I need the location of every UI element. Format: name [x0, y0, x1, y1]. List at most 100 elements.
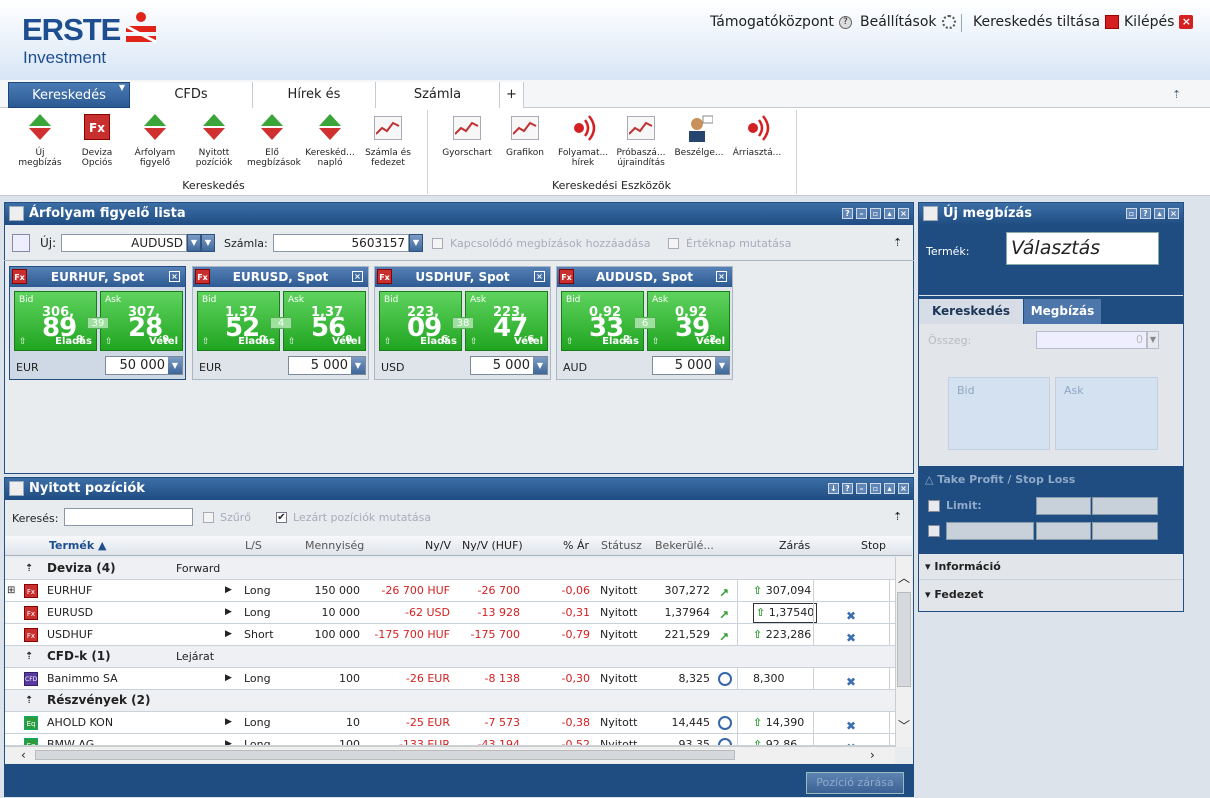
- close-icon[interactable]: ×: [1168, 208, 1179, 219]
- col-pl-huf[interactable]: Ny/V (HUF): [462, 539, 523, 552]
- tpsl-toggle[interactable]: △ Take Profit / Stop Loss: [925, 473, 1076, 486]
- details-arrow-icon[interactable]: ▶: [225, 717, 232, 727]
- col-status[interactable]: Státusz: [601, 539, 642, 552]
- collapse-ribbon-icon[interactable]: ⇡: [1172, 88, 1182, 101]
- restore-icon[interactable]: ▫: [1126, 208, 1137, 219]
- scroll-down-icon[interactable]: ﹀: [898, 719, 911, 733]
- amount-dropdown-icon[interactable]: ▼: [351, 357, 365, 374]
- col-pl[interactable]: Ny/V: [425, 539, 451, 552]
- minimize-icon[interactable]: –: [856, 483, 867, 494]
- value-date-checkbox[interactable]: [668, 238, 679, 249]
- col-entry[interactable]: Bekerülé...: [655, 539, 714, 552]
- ribbon-button-2[interactable]: Árfolyam figyelő: [130, 110, 180, 168]
- bid-sell-button[interactable]: Bid 0,92 332 ⇧ Eladás: [561, 291, 644, 351]
- bid-sell-button[interactable]: Bid 306, 899 ⇧ Eladás: [14, 291, 97, 351]
- col-qty[interactable]: Mennyiség: [305, 539, 365, 552]
- close-position-button[interactable]: Pozíció zárása: [806, 772, 904, 794]
- scroll-left-icon[interactable]: ‹: [21, 748, 26, 762]
- tab-order-trading[interactable]: Kereskedés: [919, 299, 1023, 324]
- close-position-icon[interactable]: ✖: [845, 675, 857, 689]
- amount-input[interactable]: 0: [1036, 331, 1147, 349]
- ribbon-button-3[interactable]: Nyitott pozíciók: [189, 110, 239, 168]
- table-row[interactable]: Fx USDHUF ▶ Short 100 000 -175 700 HUF -175 70…: [5, 624, 895, 646]
- ask-buy-button[interactable]: Ask 307, 289 ⇧ Vétel: [100, 291, 183, 351]
- restore-icon[interactable]: ▫: [870, 208, 881, 219]
- amount-input[interactable]: 5 000 ▼: [470, 356, 548, 375]
- export-icon[interactable]: ↓: [828, 483, 839, 494]
- close-price-cell[interactable]: ⇧ 1,37540: [753, 603, 818, 623]
- tab-add[interactable]: +: [500, 82, 524, 108]
- col-stop[interactable]: Stop: [861, 539, 887, 552]
- related-orders-checkbox[interactable]: [432, 238, 443, 249]
- ribbon-tool-button-2[interactable]: Folyamat... hírek: [558, 110, 608, 168]
- ask-box[interactable]: Ask: [1055, 377, 1158, 450]
- close-position-icon[interactable]: ✖: [845, 631, 857, 645]
- scroll-up-icon[interactable]: ︿: [898, 571, 911, 585]
- rate-card-title[interactable]: Fx USDHUF, Spot ×: [375, 267, 550, 287]
- minimize-icon[interactable]: –: [856, 208, 867, 219]
- close-icon[interactable]: ×: [534, 271, 545, 282]
- details-arrow-icon[interactable]: ▶: [225, 585, 232, 595]
- account-dropdown-button[interactable]: ▼: [409, 234, 423, 252]
- limit-value-stepper[interactable]: [1092, 497, 1158, 515]
- details-arrow-icon[interactable]: ▶: [225, 607, 232, 617]
- margin-section-toggle[interactable]: ▾ Fedezet: [925, 588, 984, 601]
- col-close[interactable]: Zárás: [779, 539, 811, 552]
- close-price-cell[interactable]: ⇧ 14,390: [753, 716, 805, 729]
- table-row[interactable]: CFD Banimmo SA ▶ Long 100 -26 EUR -8 138 -0,30 N…: [5, 668, 895, 690]
- help-icon[interactable]: ?: [842, 208, 853, 219]
- instrument-dropdown-button[interactable]: ▼: [187, 234, 201, 252]
- restore-icon[interactable]: ▫: [870, 483, 881, 494]
- support-center-link[interactable]: Támogatóközpont ?: [710, 14, 852, 30]
- horizontal-scrollbar[interactable]: ‹ ›: [5, 746, 895, 763]
- instrument-search-button[interactable]: ▼: [201, 234, 215, 252]
- stop-value-stepper[interactable]: [1092, 522, 1158, 540]
- amount-dropdown-button[interactable]: ▼: [1147, 331, 1159, 349]
- logout-link[interactable]: Kilépés ×: [1124, 14, 1194, 30]
- collapse-icon[interactable]: ⇡: [893, 510, 903, 523]
- tab-account[interactable]: Számla: [376, 82, 500, 108]
- col-pct[interactable]: % Ár: [563, 539, 589, 552]
- rate-card-title[interactable]: Fx AUDUSD, Spot ×: [557, 267, 732, 287]
- bid-sell-button[interactable]: Bid 223, 096 ⇧ Eladás: [379, 291, 462, 351]
- add-instrument-icon[interactable]: [12, 234, 30, 252]
- ribbon-button-1[interactable]: Fx Deviza Opciós: [72, 110, 122, 168]
- close-icon[interactable]: ×: [169, 271, 180, 282]
- stop-type-select[interactable]: [946, 522, 1034, 540]
- ribbon-tool-button-4[interactable]: Beszélge...: [674, 110, 724, 158]
- maximize-icon[interactable]: ▴: [884, 483, 895, 494]
- help-icon[interactable]: ?: [1140, 208, 1151, 219]
- stop-mode-select[interactable]: [1036, 522, 1091, 540]
- details-arrow-icon[interactable]: ▶: [225, 673, 232, 683]
- group-row[interactable]: ⇡ Részvények (2): [5, 690, 895, 712]
- info-section-toggle[interactable]: ▾ Információ: [919, 555, 1183, 580]
- bid-box[interactable]: Bid: [948, 377, 1050, 450]
- ribbon-button-4[interactable]: Elő megbízások: [247, 110, 301, 168]
- help-icon[interactable]: ?: [842, 483, 853, 494]
- ribbon-button-5[interactable]: Kereskéd... napló: [305, 110, 355, 168]
- disable-trading-link[interactable]: Kereskedés tiltása: [973, 14, 1120, 30]
- tab-trading[interactable]: Kereskedés ▼: [8, 82, 130, 108]
- expand-icon[interactable]: ⊞: [7, 585, 16, 596]
- tab-cfds[interactable]: CFDs: [130, 82, 253, 108]
- table-row[interactable]: Fx EURUSD ▶ Long 10 000 -62 USD -13 928 -0,31 Ny…: [5, 602, 895, 624]
- details-arrow-icon[interactable]: ▶: [225, 629, 232, 639]
- scroll-thumb[interactable]: [897, 592, 911, 687]
- rate-card-title[interactable]: Fx EURUSD, Spot ×: [193, 267, 368, 287]
- positions-search-input[interactable]: [64, 508, 193, 526]
- close-position-icon[interactable]: ✖: [845, 609, 857, 623]
- filter-checkbox[interactable]: [203, 512, 214, 523]
- tab-order-orders[interactable]: Megbízás: [1024, 299, 1101, 324]
- amount-dropdown-icon[interactable]: ▼: [715, 357, 729, 374]
- scroll-thumb[interactable]: [35, 750, 735, 760]
- close-position-icon[interactable]: ✖: [845, 719, 857, 733]
- col-ls[interactable]: L/S: [245, 539, 262, 552]
- limit-checkbox[interactable]: [928, 500, 940, 512]
- table-row[interactable]: Eq BMW AG ▶ Long 100 -133 EUR -43 194 -0,52 Nyit…: [5, 734, 895, 746]
- amount-input[interactable]: 5 000 ▼: [652, 356, 730, 375]
- product-select[interactable]: Választás: [1006, 232, 1159, 265]
- scroll-right-icon[interactable]: ›: [870, 748, 875, 762]
- stop-checkbox[interactable]: [928, 525, 940, 537]
- group-row[interactable]: ⇡ CFD-k (1) Lejárat: [5, 646, 895, 668]
- close-position-icon[interactable]: ✖: [843, 738, 859, 745]
